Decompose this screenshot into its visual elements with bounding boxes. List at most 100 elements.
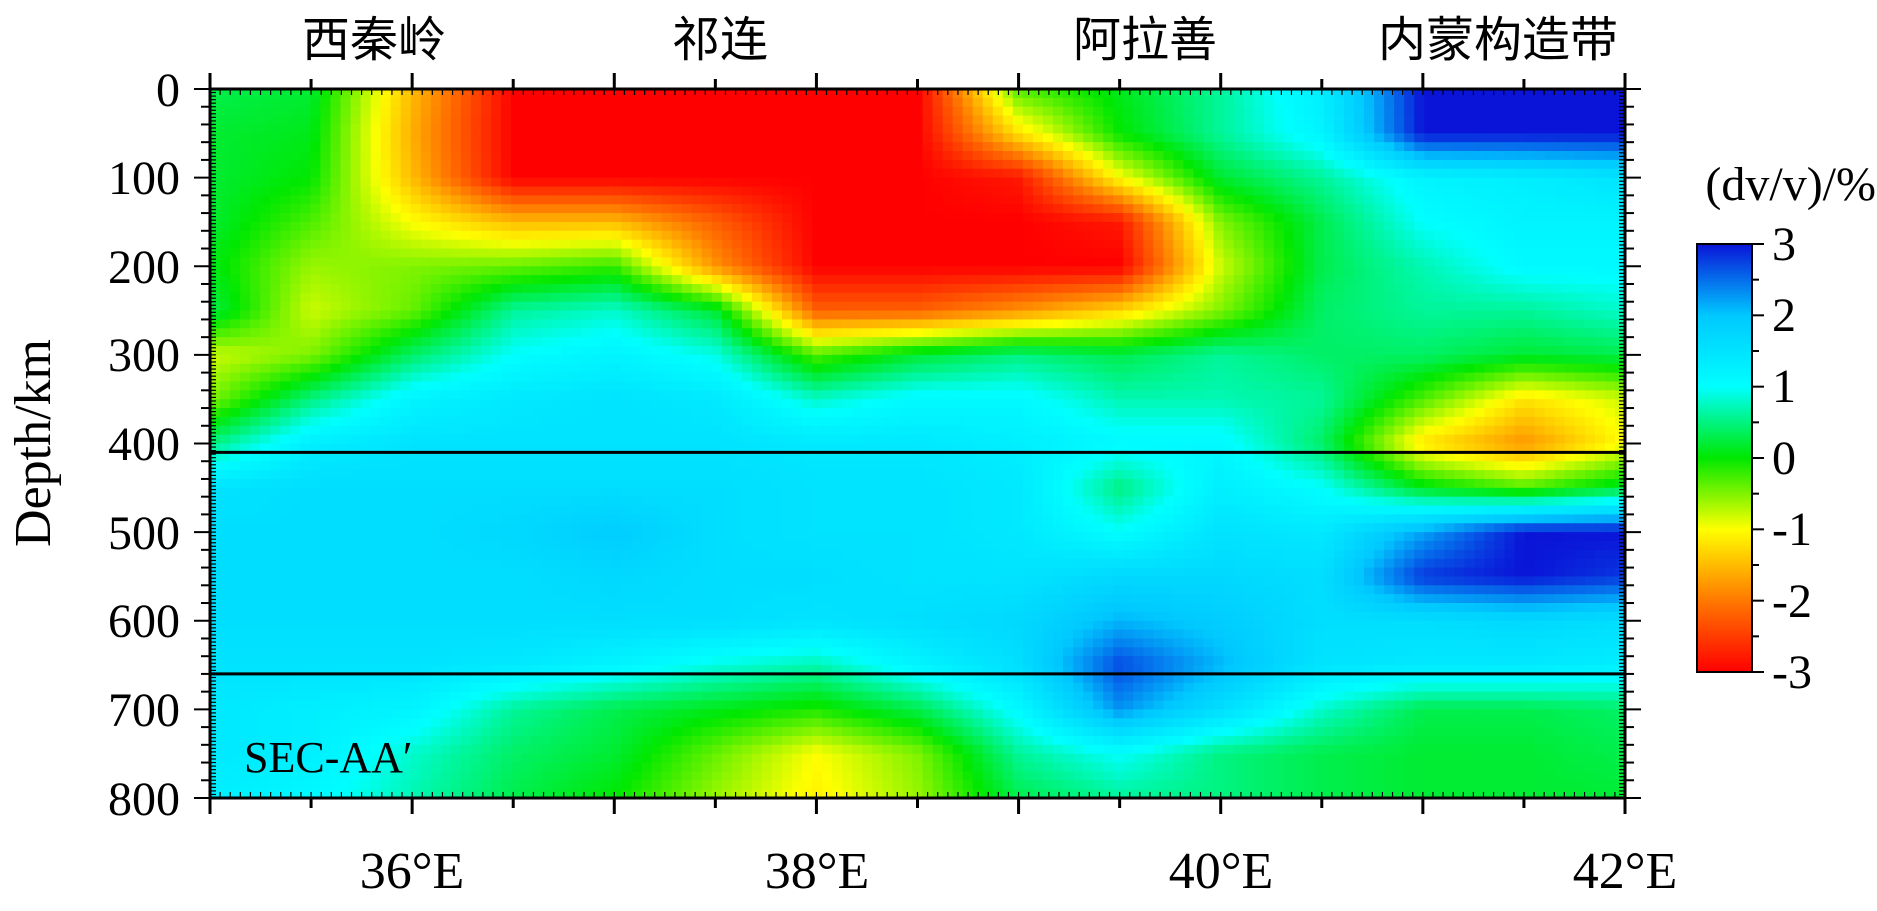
heatmap-cell [642, 249, 653, 258]
heatmap-cell [993, 328, 1004, 337]
heatmap-cell [802, 204, 813, 213]
heatmap-cell [551, 364, 562, 373]
heatmap-cell [280, 213, 291, 222]
heatmap-cell [1163, 346, 1174, 355]
heatmap-cell [391, 328, 402, 337]
heatmap-cell [842, 373, 853, 382]
heatmap-cell [1264, 284, 1275, 293]
heatmap-cell [1274, 107, 1285, 116]
heatmap-cell [1274, 284, 1285, 293]
heatmap-cell [1093, 169, 1104, 178]
heatmap-cell [310, 195, 321, 204]
heatmap-cell [501, 293, 512, 302]
heatmap-cell [712, 328, 723, 337]
heatmap-cell [662, 390, 673, 399]
heatmap-cell [1264, 231, 1275, 240]
heatmap-cell [461, 204, 472, 213]
heatmap-cell [240, 107, 251, 116]
heatmap-cell [1143, 133, 1154, 142]
heatmap-cell [722, 124, 733, 133]
heatmap-cell [722, 240, 733, 249]
heatmap-cell [1595, 337, 1606, 346]
heatmap-cell [561, 107, 572, 116]
heatmap-cell [662, 284, 673, 293]
heatmap-cell [1404, 355, 1415, 364]
heatmap-cell [963, 178, 974, 187]
heatmap-cell [270, 346, 281, 355]
heatmap-cell [1113, 284, 1124, 293]
heatmap-cell [431, 399, 442, 408]
heatmap-cell [993, 319, 1004, 328]
heatmap-cell [832, 160, 843, 169]
heatmap-cell [822, 222, 833, 231]
heatmap-cell [1555, 213, 1566, 222]
heatmap-cell [1254, 231, 1265, 240]
heatmap-cell [581, 355, 592, 364]
heatmap-cell [1344, 381, 1355, 390]
heatmap-cell [601, 284, 612, 293]
heatmap-cell [220, 213, 231, 222]
heatmap-cell [320, 107, 331, 116]
heatmap-cell [481, 381, 492, 390]
heatmap-cell [1384, 364, 1395, 373]
heatmap-cell [471, 293, 482, 302]
heatmap-cell [541, 222, 552, 231]
heatmap-cell [1344, 302, 1355, 311]
heatmap-cell [953, 178, 964, 187]
heatmap-cell [1143, 98, 1154, 107]
heatmap-cell [993, 240, 1004, 249]
heatmap-cell [1133, 151, 1144, 160]
heatmap-cell [601, 195, 612, 204]
heatmap-cell [1595, 346, 1606, 355]
heatmap-cell [1454, 213, 1465, 222]
heatmap-cell [250, 107, 261, 116]
heatmap-cell [280, 390, 291, 399]
heatmap-cell [1444, 107, 1455, 116]
heatmap-cell [852, 257, 863, 266]
heatmap-cell [943, 364, 954, 373]
heatmap-cell [330, 98, 341, 107]
heatmap-cell [481, 364, 492, 373]
heatmap-cell [1113, 213, 1124, 222]
heatmap-cell [882, 364, 893, 373]
heatmap-cell [1394, 346, 1405, 355]
heatmap-cell [351, 204, 362, 213]
heatmap-cell [250, 311, 261, 320]
heatmap-cell [1585, 355, 1596, 364]
heatmap-cell [822, 381, 833, 390]
heatmap-cell [732, 381, 743, 390]
heatmap-cell [310, 213, 321, 222]
heatmap-cell [601, 399, 612, 408]
heatmap-cell [511, 133, 522, 142]
heatmap-cell [1464, 160, 1475, 169]
heatmap-cell [792, 204, 803, 213]
heatmap-cell [912, 204, 923, 213]
heatmap-cell [330, 257, 341, 266]
heatmap-cell [1063, 142, 1074, 151]
heatmap-cell [1003, 319, 1014, 328]
heatmap-cell [812, 195, 823, 204]
heatmap-cell [1324, 204, 1335, 213]
heatmap-cell [782, 213, 793, 222]
heatmap-cell [270, 195, 281, 204]
heatmap-cell [812, 319, 823, 328]
heatmap-cell [1424, 142, 1435, 151]
heatmap-cell [1314, 364, 1325, 373]
heatmap-cell [1545, 107, 1556, 116]
heatmap-cell [310, 204, 321, 213]
heatmap-cell [1294, 151, 1305, 160]
heatmap-cell [1073, 98, 1084, 107]
heatmap-cell [280, 275, 291, 284]
heatmap-cell [1063, 151, 1074, 160]
heatmap-cell [993, 204, 1004, 213]
heatmap-cell [361, 204, 372, 213]
heatmap-cell [551, 231, 562, 240]
heatmap-cell [1454, 107, 1465, 116]
heatmap-cell [611, 364, 622, 373]
heatmap-cell [1535, 151, 1546, 160]
heatmap-cell [662, 142, 673, 151]
heatmap-cell [832, 98, 843, 107]
heatmap-cell [401, 346, 412, 355]
heatmap-cell [1555, 328, 1566, 337]
heatmap-cell [1143, 390, 1154, 399]
